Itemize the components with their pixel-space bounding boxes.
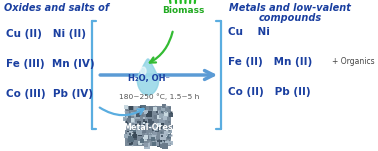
Text: Oxides and salts of: Oxides and salts of [4,3,109,13]
Text: Fe (II)   Mn (II): Fe (II) Mn (II) [228,57,312,67]
Text: H₂O, OH⁻: H₂O, OH⁻ [128,74,170,82]
Text: Cu    Ni: Cu Ni [228,27,270,37]
Text: Cu (II)   Ni (II): Cu (II) Ni (II) [6,29,86,39]
Text: Metals and low-valent: Metals and low-valent [229,3,351,13]
Text: + Organics: + Organics [332,57,374,66]
FancyBboxPatch shape [124,106,171,146]
Text: Metal-Ores: Metal-Ores [123,124,173,132]
Polygon shape [141,67,146,75]
Text: 180~250 °C, 1.5~5 h: 180~250 °C, 1.5~5 h [119,93,199,100]
Text: Biomass: Biomass [163,6,205,15]
Text: Co (II)   Pb (II): Co (II) Pb (II) [228,87,310,97]
Text: Fe (III)  Mn (IV): Fe (III) Mn (IV) [6,59,94,69]
Polygon shape [137,59,159,95]
Text: Co (III)  Pb (IV): Co (III) Pb (IV) [6,89,93,99]
Polygon shape [137,59,159,95]
Text: compounds: compounds [259,13,322,23]
